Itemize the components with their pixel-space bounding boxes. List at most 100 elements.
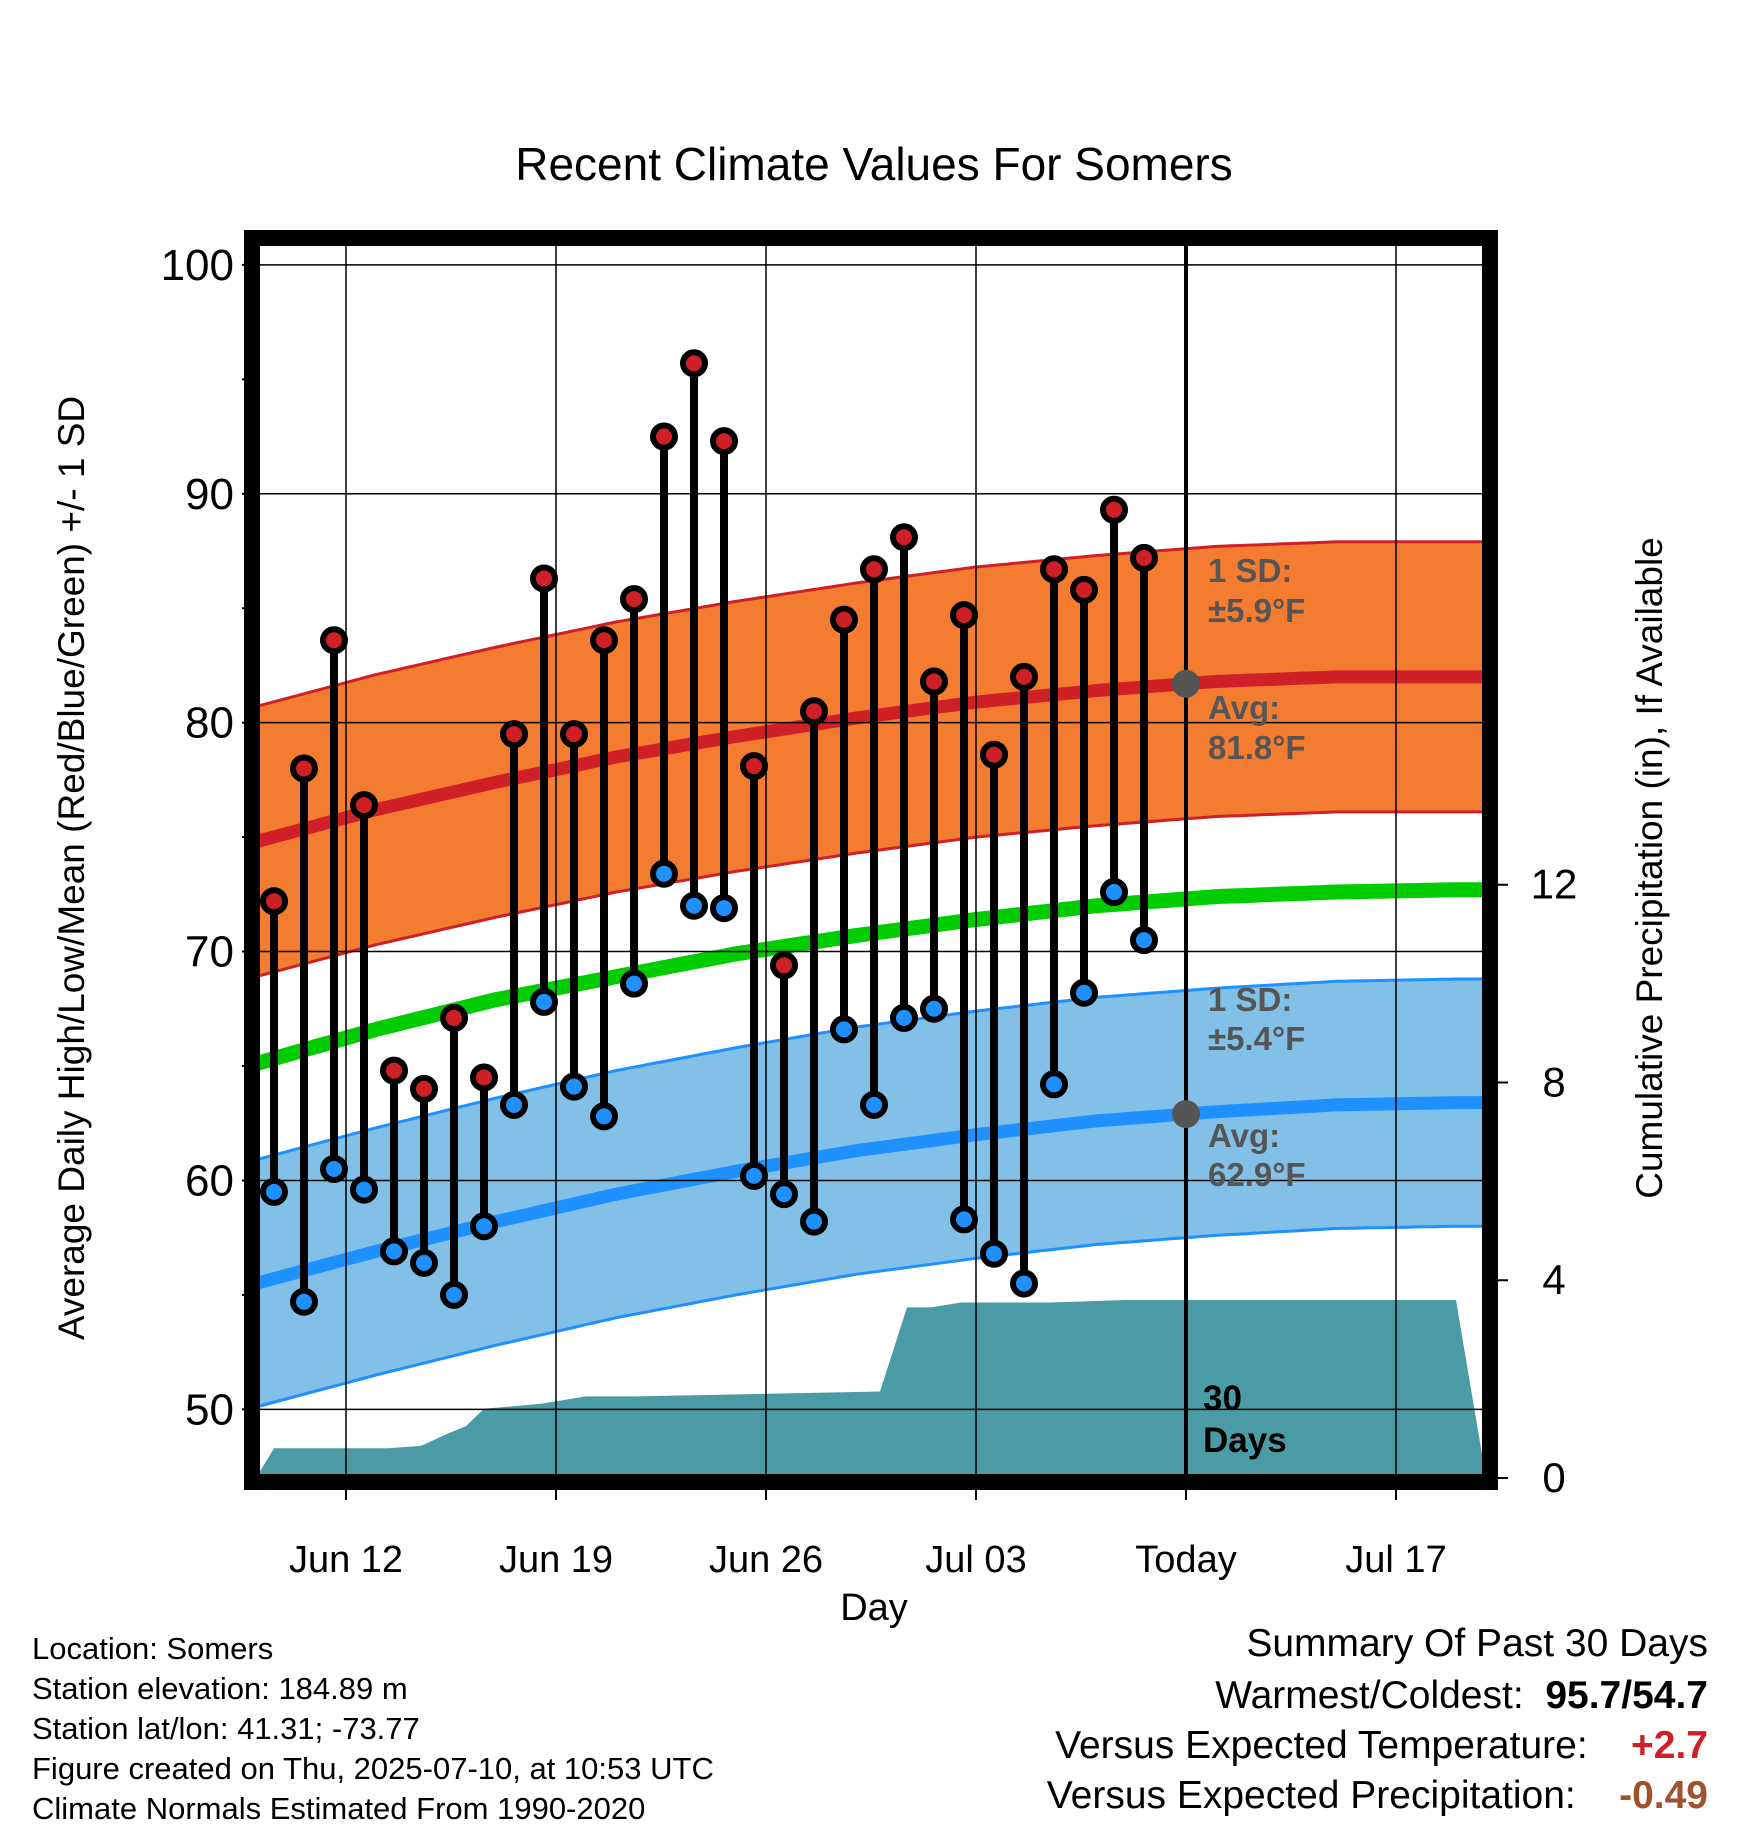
high-point (500, 720, 528, 749)
low-point (500, 1090, 528, 1119)
low-point (830, 1015, 858, 1044)
low-point (320, 1155, 348, 1183)
y-tick-label: 80 (185, 699, 234, 748)
y-tick-label: 70 (185, 928, 234, 977)
y-axis-label: Average Daily High/Low/Mean (Red/Blue/Gr… (51, 396, 92, 1340)
y2-tick-label: 8 (1542, 1058, 1565, 1105)
high-sd-label: 1 SD: (1208, 552, 1292, 589)
low-point (890, 1003, 918, 1032)
low-sd-lower-line (256, 1224, 1486, 1409)
low-point (1130, 926, 1158, 955)
summary-title: Summary Of Past 30 Days (1246, 1622, 1708, 1665)
summary-precip-label: Versus Expected Precipitation: (1046, 1774, 1576, 1817)
x-axis-label: Day (840, 1587, 908, 1629)
low-sd-value: ±5.4°F (1208, 1020, 1305, 1057)
high-point (620, 585, 648, 614)
low-point (920, 994, 948, 1023)
x-tick-label: Jun 19 (499, 1539, 613, 1581)
footer-latlon: Station lat/lon: 41.31; -73.77 (32, 1711, 420, 1746)
high-point (680, 349, 708, 378)
high-point (710, 427, 738, 456)
low-point (650, 859, 678, 888)
low-point (980, 1239, 1008, 1268)
summary-precip-value: -0.49 (1619, 1774, 1708, 1817)
high-point (380, 1056, 408, 1085)
y2-axis-label: Cumulative Precipitation (in), If Availa… (1629, 537, 1670, 1199)
high-point (1040, 555, 1068, 584)
low-point (800, 1207, 828, 1236)
low-point (1040, 1070, 1068, 1099)
summary-temp: Versus Expected Temperature: +2.7 (1055, 1724, 1708, 1768)
low-point (770, 1180, 798, 1209)
summary-warm-cold-label: Warmest/Coldest: (1215, 1674, 1524, 1717)
low-point (440, 1280, 468, 1309)
x-tick-label: Jul 03 (925, 1539, 1026, 1581)
high-avg-value: 81.8°F (1208, 729, 1306, 766)
y2-tick-label: 4 (1542, 1256, 1565, 1303)
low-point (950, 1205, 978, 1234)
low-point (350, 1175, 378, 1204)
high-point (950, 601, 978, 630)
high-point (1070, 575, 1098, 604)
today-label-line2: Days (1203, 1421, 1287, 1460)
precip-area (256, 1300, 1486, 1478)
high-point (560, 720, 588, 749)
low-point (1100, 878, 1128, 907)
high-point (860, 555, 888, 584)
footer-created: Figure created on Thu, 2025-07-10, at 10… (32, 1751, 714, 1786)
high-point (590, 626, 618, 655)
high-point (770, 951, 798, 980)
low-point (1010, 1269, 1038, 1298)
summary-temp-value: +2.7 (1631, 1724, 1708, 1767)
today-avg-low-marker (1172, 1100, 1200, 1129)
footer-normals: Climate Normals Estimated From 1990-2020 (32, 1791, 646, 1826)
low-avg-value: 62.9°F (1208, 1156, 1306, 1193)
low-point (560, 1072, 588, 1101)
high-point (410, 1074, 438, 1103)
y-tick-label: 100 (161, 241, 234, 290)
low-point (260, 1177, 288, 1206)
low-point (410, 1248, 438, 1277)
high-point (800, 697, 828, 726)
low-sd-label: 1 SD: (1208, 981, 1292, 1018)
high-point (320, 626, 348, 655)
x-tick-label: Jul 17 (1345, 1539, 1446, 1581)
high-point (740, 752, 768, 781)
high-point (1010, 662, 1038, 691)
x-tick-label: Jun 26 (709, 1539, 823, 1581)
x-tick-label: Jun 12 (289, 1539, 403, 1581)
avg-low-line (256, 1096, 1486, 1290)
high-point (470, 1063, 498, 1092)
y2-tick-label: 0 (1542, 1454, 1565, 1501)
footer-location: Location: Somers (32, 1631, 274, 1666)
low-point (710, 894, 738, 923)
low-point (740, 1161, 768, 1190)
high-point (830, 605, 858, 634)
low-point (590, 1102, 618, 1131)
x-tick-label: Today (1135, 1539, 1236, 1581)
high-point (890, 523, 918, 552)
y-tick-label: 50 (185, 1385, 234, 1434)
plot-frame (244, 230, 1498, 1490)
high-point (980, 740, 1008, 769)
high-point (920, 667, 948, 696)
high-avg-label: Avg: (1208, 689, 1280, 726)
high-point (530, 564, 558, 593)
low-point (290, 1287, 318, 1316)
summary-warm-cold: Warmest/Coldest: 95.7/54.7 (1215, 1674, 1708, 1717)
today-avg-high-marker (1172, 669, 1200, 698)
high-point (350, 791, 378, 820)
high-point (1100, 495, 1128, 524)
low-point (860, 1090, 888, 1119)
y2-tick-label: 12 (1531, 861, 1578, 908)
high-point (440, 1003, 468, 1032)
chart-title: Recent Climate Values For Somers (515, 138, 1233, 190)
y-tick-label: 90 (185, 470, 234, 519)
high-point (290, 754, 318, 783)
summary-temp-label: Versus Expected Temperature: (1055, 1724, 1588, 1767)
high-point (650, 422, 678, 451)
low-point (530, 987, 558, 1016)
low-point (1070, 978, 1098, 1007)
